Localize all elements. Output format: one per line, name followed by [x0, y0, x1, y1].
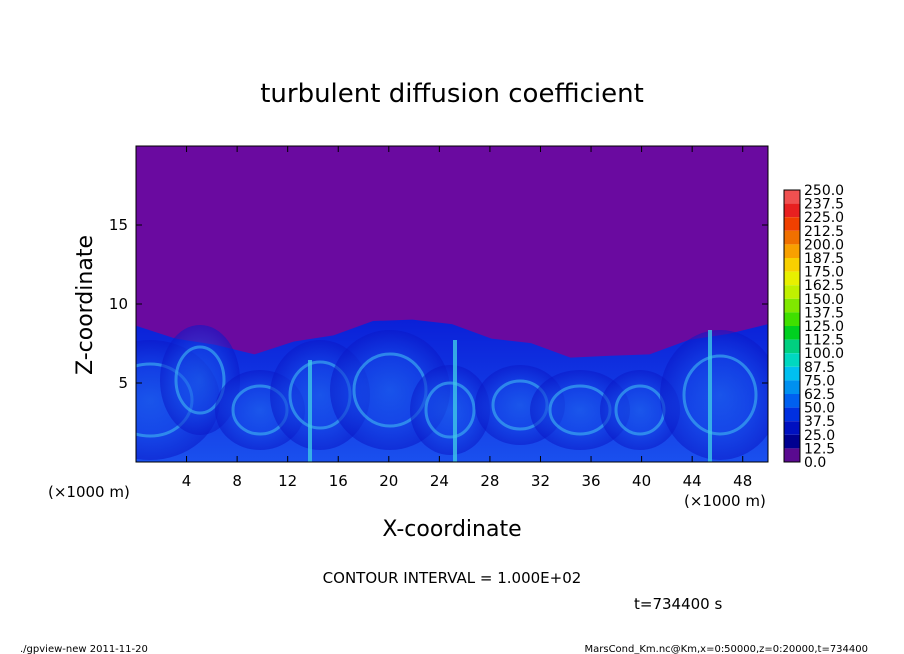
colorbar-label: 125.0 — [804, 319, 844, 335]
colorbar-label: 50.0 — [804, 401, 835, 417]
x-tick-label: 16 — [329, 472, 348, 490]
colorbar-swatch — [784, 312, 800, 326]
colorbar-label: 62.5 — [804, 387, 835, 403]
x-tick-label: 4 — [182, 472, 192, 490]
x-tick-label: 12 — [278, 472, 297, 490]
colorbar-swatch — [784, 339, 800, 354]
colorbar-swatch — [784, 298, 800, 313]
colorbar-label: 37.5 — [804, 414, 835, 430]
x-tick-label: 28 — [480, 472, 499, 490]
colorbar-label: 250.0 — [804, 183, 844, 199]
colorbar-swatch — [784, 407, 800, 422]
footer-right: MarsCond_Km.nc@Km,x=0:50000,z=0:20000,t=… — [585, 644, 869, 654]
x-axis-title: X-coordinate — [382, 517, 521, 542]
colorbar-label: 212.5 — [804, 224, 844, 240]
colorbar-label: 175.0 — [804, 265, 844, 281]
time-label: t=734400 s — [634, 595, 722, 613]
colorbar-label: 187.5 — [804, 251, 844, 267]
x-tick-label: 8 — [232, 472, 242, 490]
x-unit-left: (×1000 m) — [48, 483, 130, 501]
colorbar: 250.0237.5225.0212.5200.0187.5175.0162.5… — [783, 183, 844, 471]
swirl-ring — [682, 354, 758, 436]
colorbar-label: 200.0 — [804, 237, 844, 253]
contour-interval: CONTOUR INTERVAL = 1.000E+02 — [323, 569, 582, 587]
swirl — [600, 370, 680, 450]
swirl — [530, 370, 630, 450]
colorbar-swatch — [784, 394, 800, 408]
colorbar-swatch — [784, 258, 800, 272]
colorbar-swatch — [784, 244, 800, 258]
footer-left: ./gpview-new 2011-11-20 — [20, 644, 148, 654]
colorbar-label: 75.0 — [804, 373, 835, 389]
x-tick-label: 32 — [531, 472, 550, 490]
colorbar-swatch — [784, 326, 800, 340]
x-tick-label: 20 — [379, 472, 398, 490]
colorbar-swatch — [784, 353, 800, 367]
colorbar-swatch — [784, 190, 800, 204]
colorbar-swatch — [784, 434, 800, 449]
plot-area — [135, 145, 769, 463]
x-tick-label: 40 — [632, 472, 651, 490]
colorbar-swatch — [784, 285, 800, 299]
swirl-ring — [174, 345, 226, 415]
chart-title: turbulent diffusion coefficient — [260, 79, 644, 109]
colorbar-label: 12.5 — [804, 441, 835, 457]
y-axis-title: Z-coordinate — [73, 235, 98, 375]
y-tick-label: 10 — [109, 295, 128, 313]
colorbar-label: 100.0 — [804, 346, 844, 362]
colorbar-label: 112.5 — [804, 333, 844, 349]
y-tick-label: 15 — [109, 216, 128, 234]
colorbar-label: 225.0 — [804, 210, 844, 226]
colorbar-swatch — [784, 448, 800, 462]
y-tick-label: 5 — [118, 374, 128, 392]
x-axis: 4 8 12 16 20 24 28 32 36 40 44 48 — [182, 146, 752, 490]
y-axis: 5 10 15 — [109, 216, 768, 392]
x-tick-label: 36 — [581, 472, 600, 490]
colorbar-swatch — [784, 380, 800, 394]
colorbar-label: 237.5 — [804, 197, 844, 213]
colorbar-label: 87.5 — [804, 360, 835, 376]
colorbar-label: 162.5 — [804, 278, 844, 294]
colorbar-swatch — [784, 217, 800, 231]
swirl-ring — [424, 381, 476, 439]
colorbar-frame — [783, 189, 801, 463]
colorbar-swatch — [784, 230, 800, 245]
colorbar-swatch — [784, 271, 800, 286]
colorbar-swatch — [784, 421, 800, 435]
turbulence-swirls — [136, 325, 768, 462]
colorbar-label: 150.0 — [804, 292, 844, 308]
colorbar-swatch — [784, 203, 800, 218]
colorbar-label: 0.0 — [804, 455, 826, 471]
x-tick-label: 48 — [733, 472, 752, 490]
colorbar-label: 137.5 — [804, 305, 844, 321]
colorbar-swatch — [784, 366, 800, 381]
x-tick-label: 24 — [430, 472, 449, 490]
x-unit-right: (×1000 m) — [684, 492, 766, 510]
x-tick-label: 44 — [683, 472, 702, 490]
swirl — [410, 365, 490, 455]
colorbar-label: 25.0 — [804, 428, 835, 444]
swirl — [660, 330, 768, 460]
